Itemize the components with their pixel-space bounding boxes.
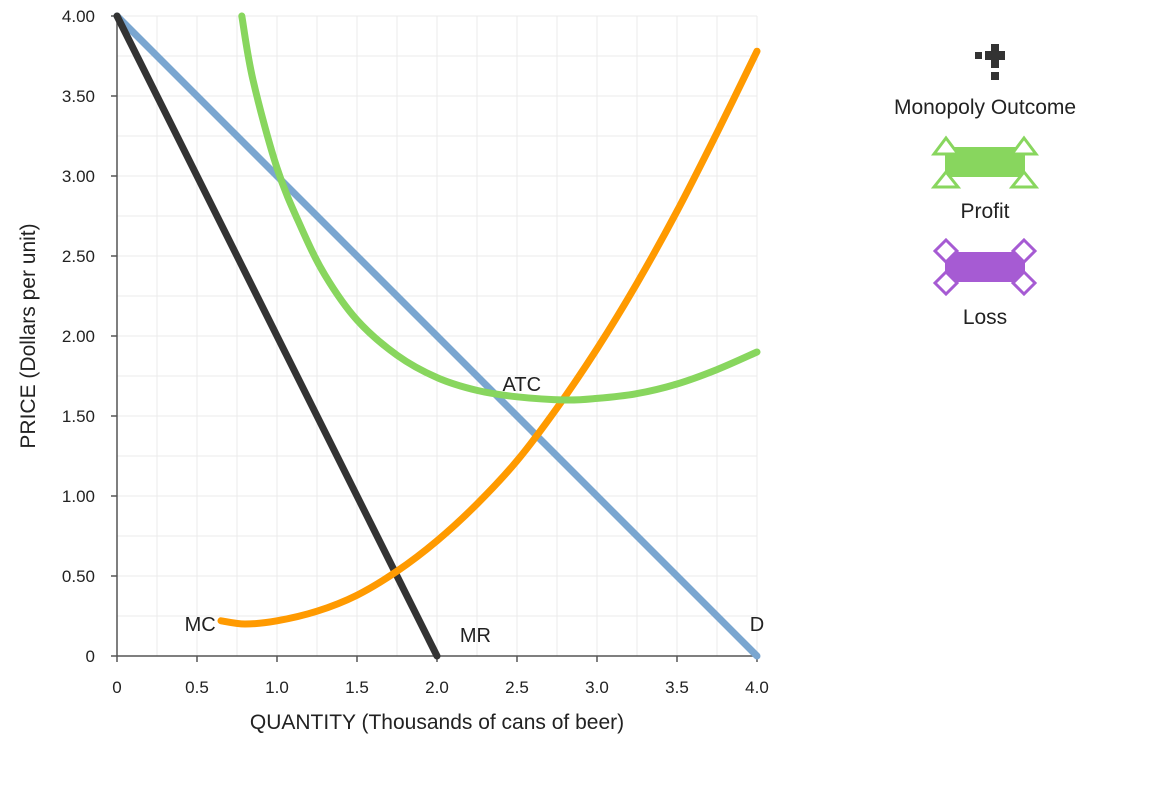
x-tick-label: 1.5 bbox=[345, 678, 369, 697]
curve-label-mr: MR bbox=[460, 625, 491, 647]
series bbox=[113, 12, 761, 660]
y-tick-label: 1.50 bbox=[62, 407, 95, 426]
x-tick-label: 1.0 bbox=[265, 678, 289, 697]
y-tick-label: 3.00 bbox=[62, 167, 95, 186]
triangle-rect-icon bbox=[930, 135, 1040, 189]
y-tick-label: 2.50 bbox=[62, 247, 95, 266]
legend-monopoly-outcome[interactable]: Monopoly Outcome bbox=[860, 36, 1110, 134]
y-tick-label: 0 bbox=[86, 647, 95, 666]
x-tick-label: 0.5 bbox=[185, 678, 209, 697]
x-tick-labels: 0 0.5 1.0 1.5 2.0 2.5 3.0 3.5 4.0 bbox=[112, 678, 769, 697]
legend-label-monopoly-outcome: Monopoly Outcome bbox=[893, 96, 1077, 119]
y-tick-labels: 0 0.50 1.00 1.50 2.00 2.50 3.00 3.50 4.00 bbox=[62, 7, 95, 666]
y-tick-label: 3.50 bbox=[62, 87, 95, 106]
series-d-curve[interactable] bbox=[113, 12, 761, 660]
axes bbox=[111, 15, 758, 662]
y-tick-label: 4.00 bbox=[62, 7, 95, 26]
x-tick-label: 2.5 bbox=[505, 678, 529, 697]
x-tick-label: 3.5 bbox=[665, 678, 689, 697]
plus-cross-icon bbox=[975, 44, 1005, 80]
legend-label-profit: Profit bbox=[960, 200, 1010, 223]
x-tick-label: 4.0 bbox=[745, 678, 769, 697]
series-mc-curve[interactable] bbox=[217, 47, 761, 628]
series-mr-curve[interactable] bbox=[113, 12, 441, 660]
legend: Monopoly Outcome Profit Loss bbox=[860, 36, 1110, 344]
chart: 0 0.5 1.0 1.5 2.0 2.5 3.0 3.5 4.0 0 0.50 1.00 1.50 2… bbox=[17, 7, 769, 734]
curve-labels: D MR MC ATC bbox=[185, 374, 765, 647]
y-tick-label: 0.50 bbox=[62, 567, 95, 586]
y-axis-title: PRICE (Dollars per unit) bbox=[17, 223, 40, 448]
diamond-rect-icon bbox=[932, 238, 1038, 296]
curve-label-d: D bbox=[750, 614, 764, 636]
y-tick-label: 2.00 bbox=[62, 327, 95, 346]
x-axis-title: QUANTITY (Thousands of cans of beer) bbox=[250, 711, 624, 734]
series-atc-curve[interactable] bbox=[238, 12, 761, 404]
x-tick-label: 3.0 bbox=[585, 678, 609, 697]
curve-label-atc: ATC bbox=[503, 374, 542, 396]
x-tick-label: 0 bbox=[112, 678, 121, 697]
legend-profit[interactable]: Profit bbox=[860, 134, 1110, 238]
x-tick-label: 2.0 bbox=[425, 678, 449, 697]
legend-loss[interactable]: Loss bbox=[860, 238, 1110, 344]
y-tick-label: 1.00 bbox=[62, 487, 95, 506]
legend-label-loss: Loss bbox=[962, 306, 1008, 329]
curve-label-mc: MC bbox=[185, 614, 216, 636]
